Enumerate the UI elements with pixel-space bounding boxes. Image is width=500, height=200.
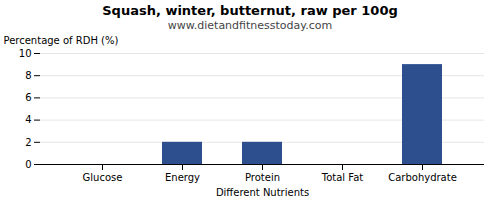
svg-text:10: 10 xyxy=(19,48,32,59)
svg-text:0: 0 xyxy=(25,159,31,170)
html-text:Squash, winter, butternut, raw: Squash, winter, butternut, raw per 100g xyxy=(102,3,398,18)
svg-text:Protein: Protein xyxy=(245,172,280,183)
svg-text:Glucose: Glucose xyxy=(83,172,123,183)
svg-text:Total Fat: Total Fat xyxy=(321,172,363,183)
svg-text:Different Nutrients: Different Nutrients xyxy=(216,187,309,198)
html-text:www.dietandfitnesstoday.com: www.dietandfitnesstoday.com xyxy=(167,19,333,32)
svg-text:2: 2 xyxy=(25,137,31,148)
svg-text:Percentage of RDH (%): Percentage of RDH (%) xyxy=(4,35,119,46)
svg-text:4: 4 xyxy=(25,114,31,125)
svg-text:6: 6 xyxy=(25,92,31,103)
svg-text:8: 8 xyxy=(25,70,31,81)
svg-text:Energy: Energy xyxy=(165,172,200,183)
svg-text:Carbohydrate: Carbohydrate xyxy=(388,172,457,183)
